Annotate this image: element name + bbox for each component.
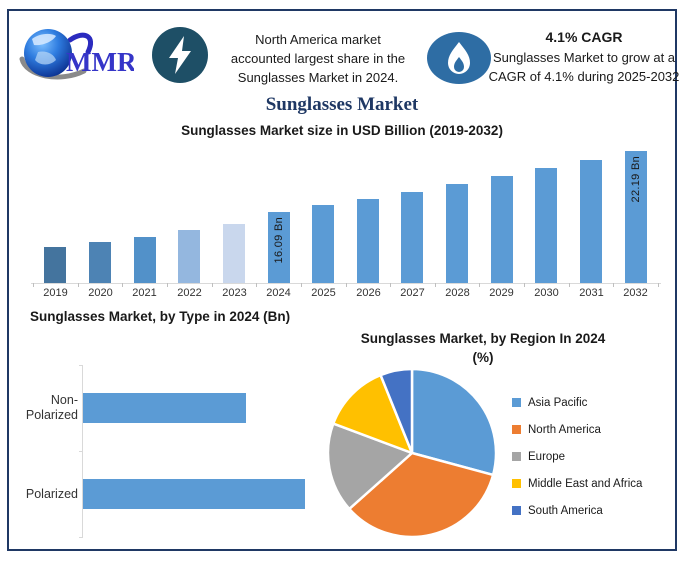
year-label: 2029 (489, 287, 514, 299)
axis-tick (122, 283, 123, 287)
bar-2030 (535, 168, 557, 283)
legend-item: South America (512, 497, 642, 524)
axis-tick (301, 283, 302, 287)
year-label: 2026 (356, 287, 381, 299)
legend-swatch (512, 479, 521, 488)
lightning-badge (151, 26, 209, 84)
bar-value-label: 16.09 Bn (273, 217, 285, 264)
legend-swatch (512, 398, 521, 407)
bar-2024: 16.09 Bn (268, 212, 290, 283)
page-title: Sunglasses Market (265, 94, 419, 115)
legend-label: Middle East and Africa (528, 477, 643, 490)
flame-badge (426, 31, 492, 85)
bar-2031 (580, 160, 602, 283)
pie-slice-europe (326, 422, 414, 511)
bar-2023 (223, 224, 245, 283)
axis-tick (390, 283, 391, 287)
pie-slice-south-america (379, 367, 414, 455)
year-label: 2032 (623, 287, 648, 299)
legend-label: North America (528, 423, 601, 436)
region-legend: Asia Pacific North America Europe Middle Ea… (512, 389, 642, 524)
year-label: 2020 (88, 287, 113, 299)
pie-slice-north-america (348, 451, 495, 539)
type-label: Polarized (25, 486, 78, 501)
bar-2022 (178, 230, 200, 283)
globe-icon: MMR (19, 29, 137, 80)
legend-swatch (512, 425, 521, 434)
year-label: 2028 (445, 287, 470, 299)
legend-item: Europe (512, 443, 642, 470)
year-bar-chart: 2019 2020 2021 2022 2023 16.09 Bn 2024 2025 2026… (31, 138, 661, 304)
region-chart-title: Sunglasses Market, by Region In 2024 (%) (360, 331, 606, 365)
pie-slice-asia-pacific (410, 367, 498, 477)
bar-2020 (89, 242, 111, 283)
bar-non-polarized (83, 393, 246, 423)
bar-value-label: 22.19 Bn (630, 156, 642, 203)
logo-text: MMR (66, 47, 134, 77)
axis-tick (569, 283, 570, 287)
flame-icon (427, 32, 491, 84)
type-label: Non-Polarized (25, 393, 78, 422)
legend-swatch (512, 506, 521, 515)
year-label: 2027 (400, 287, 425, 299)
headline-north-america: North America market accounted largest s… (230, 32, 406, 85)
axis-tick (524, 283, 525, 287)
axis-tick (346, 283, 347, 287)
axis-tick (78, 283, 79, 287)
region-pie-chart (326, 367, 498, 539)
mmr-logo: MMR (18, 26, 137, 84)
axis-tick (479, 283, 480, 287)
year-label: 2023 (222, 287, 247, 299)
bar-polarized (83, 479, 305, 509)
pie-slice-middle-east-and-africa (332, 373, 414, 455)
bar-2029 (491, 176, 513, 283)
year-label: 2030 (534, 287, 559, 299)
legend-label: Asia Pacific (528, 396, 588, 409)
legend-swatch (512, 452, 521, 461)
bar-2027 (401, 192, 423, 283)
axis-tick (212, 283, 213, 287)
year-label: 2025 (311, 287, 336, 299)
axis-tick (33, 283, 34, 287)
cagr-block: 4.1% CAGR Sunglasses Market to grow at a… (488, 29, 680, 86)
legend-item: Asia Pacific (512, 389, 642, 416)
axis-tick (658, 283, 659, 287)
lightning-icon (152, 27, 208, 83)
year-label: 2021 (132, 287, 157, 299)
bar-chart-title: Sunglasses Market size in USD Billion (2… (181, 123, 503, 138)
cagr-title: 4.1% CAGR (545, 29, 623, 45)
bar-2032: 22.19 Bn (625, 151, 647, 283)
axis-tick (256, 283, 257, 287)
axis-tick (79, 365, 83, 366)
axis-tick (167, 283, 168, 287)
axis-tick (79, 537, 83, 538)
infographic-page: MMR North America market accounted large… (7, 9, 680, 551)
legend-item: North America (512, 416, 642, 443)
legend-label: South America (528, 504, 603, 517)
axis-tick (613, 283, 614, 287)
bar-2021 (134, 237, 156, 283)
cagr-note: Sunglasses Market to grow at a CAGR of 4… (488, 50, 680, 84)
year-label: 2031 (579, 287, 604, 299)
year-label: 2019 (43, 287, 68, 299)
type-chart-title: Sunglasses Market, by Type in 2024 (Bn) (30, 309, 291, 324)
bar-2019 (44, 247, 66, 283)
type-bar-chart: Non-Polarized Polarized (18, 365, 348, 538)
bar-2026 (357, 199, 379, 283)
legend-label: Europe (528, 450, 566, 463)
bar-2028 (446, 184, 468, 283)
year-label: 2024 (266, 287, 291, 299)
year-label: 2022 (177, 287, 202, 299)
axis-tick (435, 283, 436, 287)
axis-tick (79, 451, 83, 452)
legend-item: Middle East and Africa (512, 470, 642, 497)
bar-2025 (312, 205, 334, 283)
